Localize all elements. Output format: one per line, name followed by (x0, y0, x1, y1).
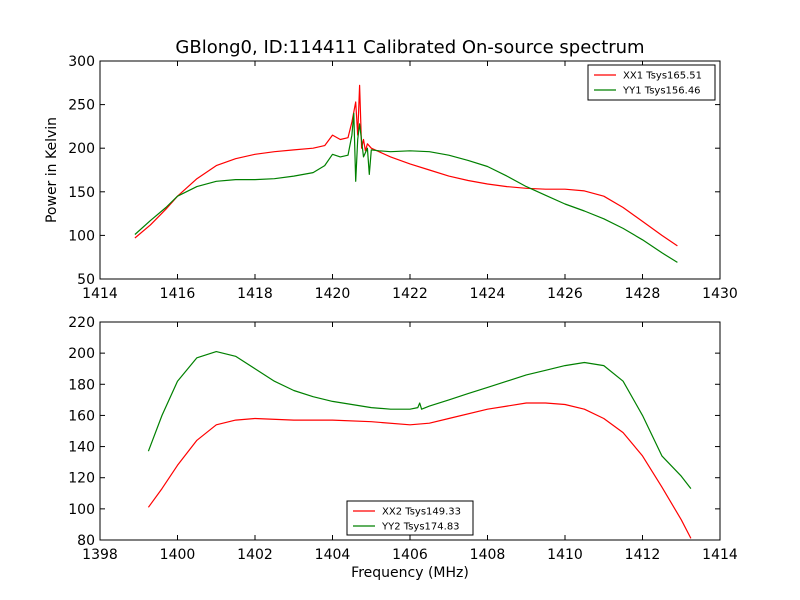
x-tick-label: 1400 (160, 547, 196, 563)
x-tick-label: 1418 (237, 286, 273, 302)
y-tick-label: 150 (68, 185, 95, 201)
x-tick-label: 1422 (392, 286, 428, 302)
x-tick-label: 1420 (315, 286, 351, 302)
chart-title: GBlong0, ID:114411 Calibrated On-source … (175, 37, 644, 58)
y-tick-label: 220 (68, 315, 95, 331)
y-tick-label: 250 (68, 98, 95, 114)
x-tick-label: 1414 (702, 547, 738, 563)
y-tick-label: 100 (68, 502, 95, 518)
plot-area: 1414 1416 1418 1420 1422 1424 1426 1428 1430 50 10… (68, 54, 738, 302)
x-tick-label: 1402 (237, 547, 273, 563)
series-line-1 (147, 402, 692, 539)
legend-box (346, 500, 474, 536)
x-axis-label: Frequency (MHz) (351, 565, 469, 581)
y-tick-label: 80 (77, 533, 95, 549)
x-tick-label: 1426 (547, 286, 583, 302)
y-tick-label: 300 (68, 54, 95, 70)
legend: XX1 Tsys165.51 YY1 Tsys156.46 (587, 64, 716, 101)
x-tick-label: 1428 (625, 286, 661, 302)
legend-label: YY2 Tsys174.83 (381, 522, 460, 533)
series-line-2 (147, 351, 692, 489)
y-tick-label: 120 (68, 471, 95, 487)
series-line-2 (134, 112, 678, 263)
x-tick-label: 1406 (392, 547, 428, 563)
x-tick-label: 1424 (470, 286, 506, 302)
plot-area: 1398 1400 1402 1404 1406 1408 1410 1412 1414 80 10… (68, 315, 738, 563)
x-tick-label: 1398 (82, 547, 118, 563)
legend: XX2 Tsys149.33 YY2 Tsys174.83 (346, 500, 474, 536)
series-line-1 (134, 84, 678, 247)
legend-label: XX1 Tsys165.51 (623, 71, 702, 82)
legend-label: XX2 Tsys149.33 (382, 507, 461, 518)
y-tick-label: 180 (68, 377, 95, 393)
legend-label: YY1 Tsys156.46 (622, 86, 701, 97)
x-tick-label: 1412 (625, 547, 661, 563)
legend-box (587, 64, 716, 101)
x-tick-label: 1414 (82, 286, 118, 302)
chart-top: GBlong0, ID:114411 Calibrated On-source … (44, 37, 738, 302)
y-tick-label: 50 (77, 272, 95, 288)
y-axis-label: Power in Kelvin (44, 117, 60, 223)
x-tick-label: 1430 (702, 286, 738, 302)
x-tick-label: 1404 (315, 547, 351, 563)
chart-bottom: Frequency (MHz) 1398 1400 1402 1404 1406 1408… (68, 315, 738, 581)
x-tick-label: 1410 (547, 547, 583, 563)
x-tick-label: 1408 (470, 547, 506, 563)
y-tick-label: 140 (68, 440, 95, 456)
y-tick-label: 200 (68, 141, 95, 157)
y-tick-label: 160 (68, 408, 95, 424)
y-tick-label: 100 (68, 228, 95, 244)
y-tick-label: 200 (68, 346, 95, 362)
x-tick-label: 1416 (160, 286, 196, 302)
